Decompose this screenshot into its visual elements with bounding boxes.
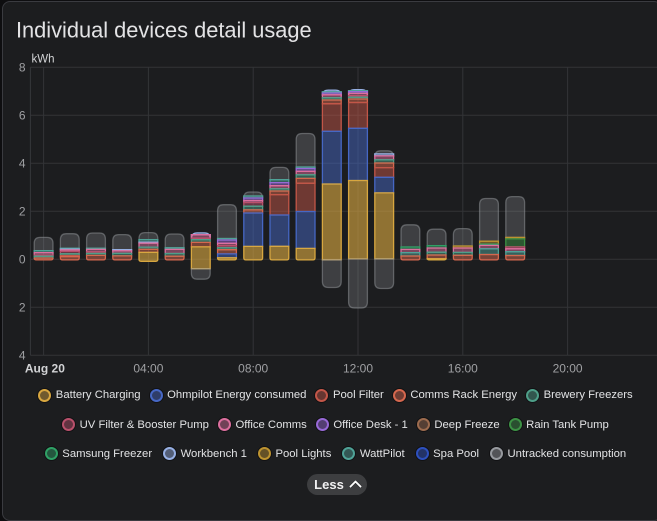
svg-text:Aug 20: Aug 20 xyxy=(25,362,65,376)
svg-text:20:00: 20:00 xyxy=(553,362,583,376)
svg-text:6: 6 xyxy=(19,109,26,123)
svg-text:16:00: 16:00 xyxy=(448,362,478,376)
svg-text:Individual devices detail usag: Individual devices detail usage xyxy=(16,17,312,42)
svg-text:4: 4 xyxy=(19,349,26,363)
svg-text:8: 8 xyxy=(19,61,26,75)
svg-text:2: 2 xyxy=(19,301,26,315)
svg-text:0: 0 xyxy=(19,253,26,267)
svg-text:4: 4 xyxy=(19,157,26,171)
svg-text:04:00: 04:00 xyxy=(133,362,163,376)
svg-text:2: 2 xyxy=(19,205,26,219)
svg-text:08:00: 08:00 xyxy=(238,362,268,376)
svg-text:kWh: kWh xyxy=(32,54,55,66)
svg-text:12:00: 12:00 xyxy=(343,362,373,376)
